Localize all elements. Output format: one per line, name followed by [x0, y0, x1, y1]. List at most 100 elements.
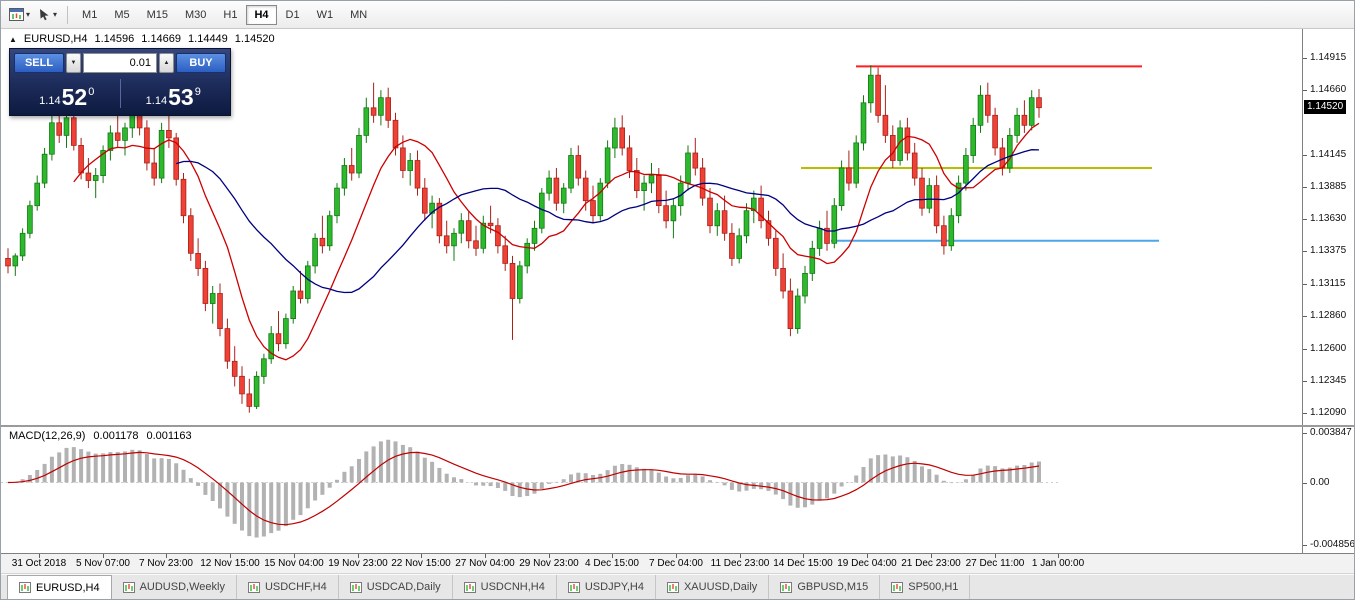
macd-name: MACD(12,26,9): [9, 430, 86, 442]
trade-panel-divider: [119, 79, 121, 108]
chart-tab-label: USDCAD,Daily: [366, 581, 441, 593]
timeframe-m15[interactable]: M15: [139, 5, 176, 25]
cursor-tool-button[interactable]: ▾: [34, 4, 61, 26]
price-axis-tick: [1303, 413, 1307, 414]
sell-price-big: 52: [61, 84, 88, 110]
sell-price-display[interactable]: 1.14 52 0: [14, 76, 120, 111]
timeframe-toolbar: M1 M5 M15 M30 H1 H4 D1 W1 MN: [74, 4, 375, 25]
macd-axis-tick: [1303, 483, 1307, 484]
price-axis-tick: [1303, 219, 1307, 220]
time-axis-tick: [39, 554, 40, 558]
ohlc-open: 1.14596: [94, 33, 135, 45]
price-axis-label: 1.12345: [1310, 375, 1347, 386]
chart-tab-label: USDCHF,H4: [264, 581, 327, 593]
sell-button[interactable]: SELL: [14, 53, 64, 73]
time-axis-label: 7 Dec 04:00: [649, 558, 703, 569]
price-chart-canvas[interactable]: [1, 29, 1302, 425]
chart-tab-label: USDJPY,H4: [584, 581, 644, 593]
chart-tab-icon: [122, 581, 135, 593]
time-axis-tick: [740, 554, 741, 558]
lot-increase-button[interactable]: ▲: [159, 53, 174, 73]
one-click-trade-panel: SELL ▼ ▲ BUY 1.14 52 0 1.14 53: [9, 48, 231, 116]
one-click-toggle-icon[interactable]: ▲: [9, 34, 17, 44]
macd-label: MACD(12,26,9) 0.001178 0.001163: [9, 430, 192, 442]
time-axis-label: 27 Nov 04:00: [455, 558, 515, 569]
macd-signal-value: 0.001163: [146, 430, 192, 442]
time-axis-tick: [1058, 554, 1059, 558]
price-axis-label: 1.13375: [1310, 245, 1347, 256]
price-axis-label: 1.14660: [1310, 84, 1347, 95]
price-axis-tick: [1303, 284, 1307, 285]
macd-axis-tick: [1303, 433, 1307, 434]
chart-tab-label: GBPUSD,M15: [797, 581, 869, 593]
chart-tab-label: SP500,H1: [908, 581, 959, 593]
chart-tab-icon: [349, 581, 362, 593]
time-axis-label: 27 Dec 11:00: [965, 558, 1025, 569]
time-axis-tick: [612, 554, 613, 558]
macd-axis-label: -0.004856: [1310, 539, 1355, 550]
timeframe-m1[interactable]: M1: [74, 5, 105, 25]
chart-tab-xauusd-daily[interactable]: XAUUSD,Daily: [656, 575, 770, 599]
current-price-tag: 1.14520: [1304, 100, 1347, 114]
chart-window-icon: [9, 8, 24, 21]
chart-window-button[interactable]: ▾: [5, 4, 34, 26]
time-axis-label: 15 Nov 04:00: [264, 558, 324, 569]
macd-axis-label: 0.003847: [1310, 427, 1352, 438]
time-axis-tick: [676, 554, 677, 558]
time-axis-tick: [549, 554, 550, 558]
lot-size-input[interactable]: [83, 53, 157, 73]
buy-price-display[interactable]: 1.14 53 9: [121, 76, 227, 111]
buy-button[interactable]: BUY: [176, 53, 226, 73]
chart-tab-label: XAUUSD,Daily: [683, 581, 758, 593]
price-axis-label: 1.12090: [1310, 407, 1347, 418]
chart-tab-usdcnh-h4[interactable]: USDCNH,H4: [453, 575, 557, 599]
timeframe-m30[interactable]: M30: [177, 5, 214, 25]
chart-tab-icon: [19, 582, 31, 593]
chart-tab-usdchf-h4[interactable]: USDCHF,H4: [237, 575, 339, 599]
time-axis-tick: [803, 554, 804, 558]
chart-tab-icon: [567, 581, 580, 593]
chart-tab-usdcad-daily[interactable]: USDCAD,Daily: [339, 575, 453, 599]
chart-tab-icon: [247, 581, 260, 593]
timeframe-h1[interactable]: H1: [215, 5, 245, 25]
time-axis-label: 19 Nov 23:00: [328, 558, 388, 569]
chart-tab-sp500-h1[interactable]: SP500,H1: [880, 575, 971, 599]
chart-tab-gbpusd-m15[interactable]: GBPUSD,M15: [769, 575, 881, 599]
macd-canvas[interactable]: [1, 427, 1302, 553]
chevron-down-icon: ▾: [26, 9, 31, 19]
time-axis-tick: [358, 554, 359, 558]
macd-axis[interactable]: 0.003847 0.00 -0.004856: [1302, 427, 1354, 553]
chart-symbol-period: EURUSD,H4: [23, 33, 88, 45]
time-axis-label: 12 Nov 15:00: [200, 558, 260, 569]
price-axis-label: 1.14915: [1310, 52, 1347, 63]
time-axis[interactable]: 31 Oct 2018 5 Nov 07:00 7 Nov 23:00 12 Nov …: [1, 554, 1354, 574]
price-axis-label: 1.13115: [1310, 278, 1346, 289]
chart-tab-icon: [666, 581, 679, 593]
chart-tab-label: AUDUSD,Weekly: [139, 581, 225, 593]
timeframe-mn[interactable]: MN: [342, 5, 375, 25]
price-axis-label: 1.13885: [1310, 181, 1347, 192]
macd-panel: MACD(12,26,9) 0.001178 0.001163 0.003847…: [1, 427, 1354, 554]
timeframe-m5[interactable]: M5: [106, 5, 137, 25]
ohlc-low: 1.14449: [188, 33, 228, 45]
chart-tab-audusd-weekly[interactable]: AUDUSD,Weekly: [112, 575, 237, 599]
chart-tab-label: EURUSD,H4: [36, 581, 100, 594]
chevron-down-icon: ▾: [53, 9, 58, 19]
timeframe-d1[interactable]: D1: [278, 5, 308, 25]
chart-tab-icon: [891, 581, 904, 593]
chart-tab-icon: [463, 581, 476, 593]
lot-decrease-button[interactable]: ▼: [66, 53, 81, 73]
chart-tab-usdjpy-h4[interactable]: USDJPY,H4: [557, 575, 656, 599]
timeframe-h4[interactable]: H4: [246, 4, 277, 25]
price-axis-tick: [1303, 187, 1307, 188]
price-axis-tick: [1303, 58, 1307, 59]
timeframe-w1[interactable]: W1: [309, 5, 342, 25]
time-axis-tick: [995, 554, 996, 558]
time-axis-tick: [421, 554, 422, 558]
macd-axis-label: 0.00: [1310, 477, 1330, 488]
buy-price-pipette: 9: [194, 86, 201, 98]
price-axis-tick: [1303, 381, 1307, 382]
price-axis[interactable]: 1.14915 1.14660 1.14145 1.13885 1.13630 1.133…: [1302, 29, 1354, 425]
chart-tab-eurusd-h4[interactable]: EURUSD,H4: [7, 575, 112, 599]
